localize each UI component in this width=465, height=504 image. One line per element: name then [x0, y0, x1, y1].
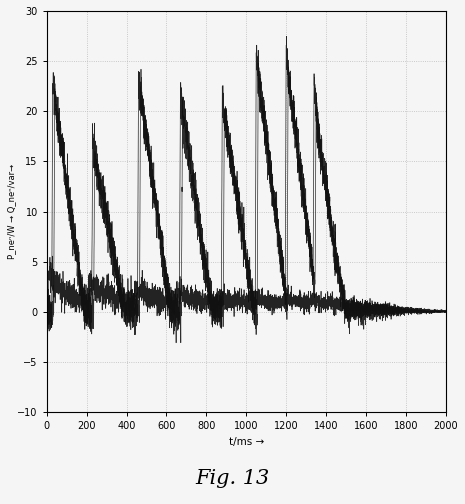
Text: Fig. 13: Fig. 13 — [195, 469, 270, 488]
Y-axis label: P_neⁿ/W → Q_neⁿ/var→: P_neⁿ/W → Q_neⁿ/var→ — [7, 164, 16, 259]
X-axis label: t/ms →: t/ms → — [229, 436, 264, 447]
